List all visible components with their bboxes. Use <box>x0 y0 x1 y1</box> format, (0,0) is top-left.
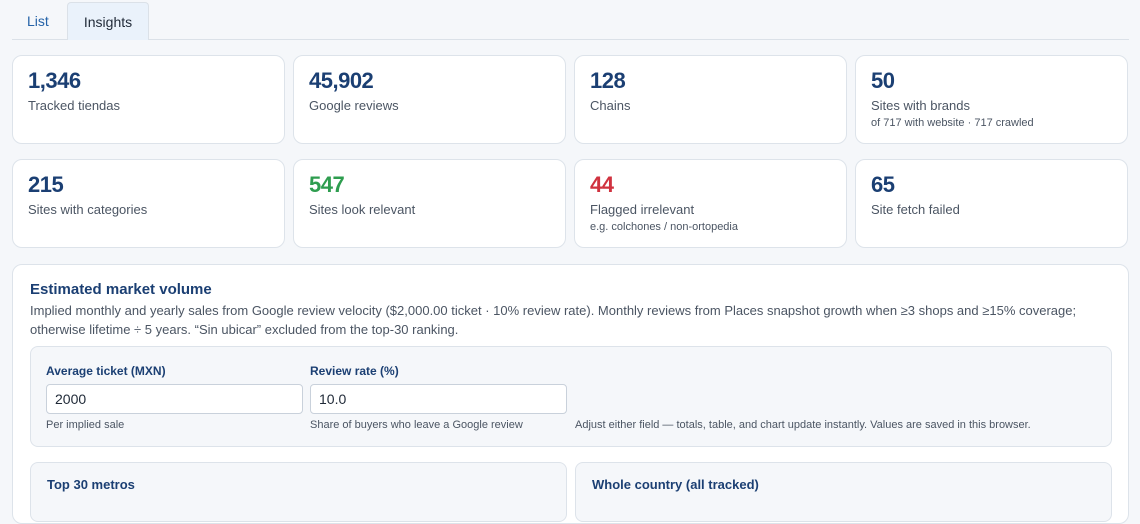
stat-label: Site fetch failed <box>871 202 960 217</box>
stat-card-site-fetch-failed: 65 Site fetch failed <box>855 159 1128 248</box>
stat-value: 45,902 <box>309 68 374 93</box>
stat-card-sites-with-categories: 215 Sites with categories <box>12 159 285 248</box>
ticket-hint: Per implied sale <box>46 419 125 431</box>
rate-hint: Share of buyers who leave a Google revie… <box>310 419 523 431</box>
stat-value: 128 <box>590 68 626 93</box>
market-volume-description: Implied monthly and yearly sales from Go… <box>30 303 1077 337</box>
tab-bar: List Insights <box>12 0 1129 40</box>
assumptions-note: Adjust either field — totals, table, and… <box>575 419 1031 431</box>
stat-card-sites-look-relevant: 547 Sites look relevant <box>293 159 566 248</box>
market-volume-panel: Estimated market volume Implied monthly … <box>12 264 1129 524</box>
stat-card-google-reviews: 45,902 Google reviews <box>293 55 566 144</box>
stat-label: Flagged irrelevant <box>590 202 695 217</box>
tab-list[interactable]: List <box>27 13 49 29</box>
stat-value: 1,346 <box>28 68 81 93</box>
rate-label: Review rate (%) <box>310 364 399 378</box>
stat-value: 65 <box>871 172 895 197</box>
stat-sub: e.g. colchones / non-ortopedia <box>590 221 738 233</box>
stat-value: 547 <box>309 172 345 197</box>
stat-value: 44 <box>590 172 614 197</box>
stat-card-sites-with-brands: 50 Sites with brands of 717 with website… <box>855 55 1128 144</box>
average-ticket-input[interactable] <box>46 384 303 414</box>
top-metros-panel: Top 30 metros <box>30 462 567 522</box>
stat-label: Sites look relevant <box>309 202 416 217</box>
stat-value: 50 <box>871 68 895 93</box>
top-metros-title: Top 30 metros <box>47 477 135 492</box>
assumptions-box: Average ticket (MXN) Per implied sale Re… <box>30 346 1112 447</box>
stat-label: Sites with categories <box>28 202 148 217</box>
stat-label: Tracked tiendas <box>28 98 121 113</box>
stat-label: Google reviews <box>309 98 399 113</box>
market-volume-title: Estimated market volume <box>30 281 212 298</box>
whole-country-panel: Whole country (all tracked) <box>575 462 1112 522</box>
tab-insights[interactable]: Insights <box>67 2 149 40</box>
stat-value: 215 <box>28 172 64 197</box>
stat-card-flagged-irrelevant: 44 Flagged irrelevant e.g. colchones / n… <box>574 159 847 248</box>
stat-sub: of 717 with website · 717 crawled <box>871 117 1034 129</box>
stat-card-chains: 128 Chains <box>574 55 847 144</box>
stat-card-tracked-tiendas: 1,346 Tracked tiendas <box>12 55 285 144</box>
stat-label: Sites with brands <box>871 98 970 113</box>
stat-label: Chains <box>590 98 631 113</box>
whole-country-title: Whole country (all tracked) <box>592 477 759 492</box>
review-rate-input[interactable] <box>310 384 567 414</box>
ticket-label: Average ticket (MXN) <box>46 364 166 378</box>
